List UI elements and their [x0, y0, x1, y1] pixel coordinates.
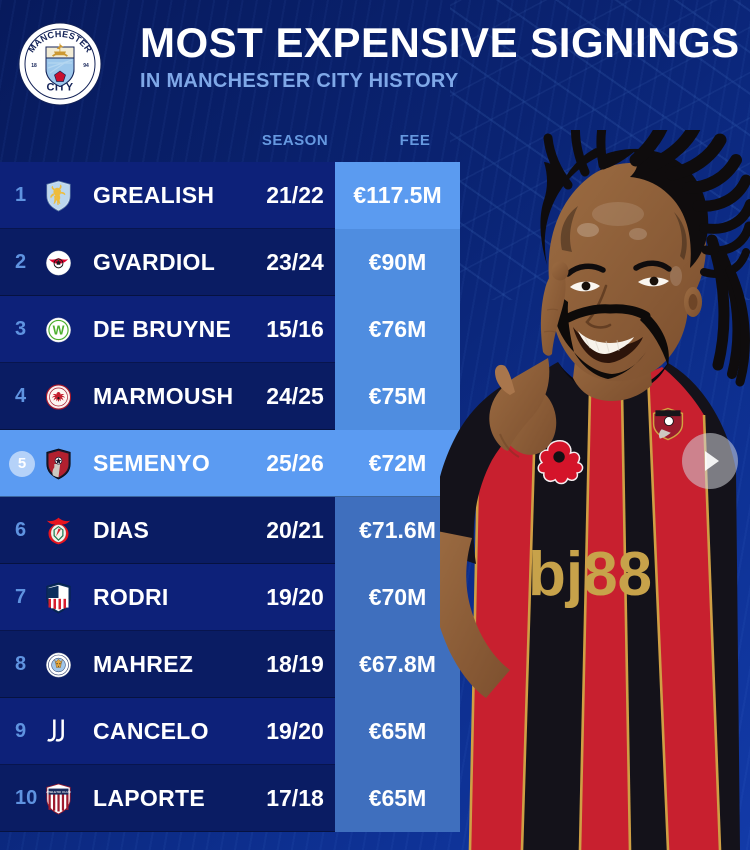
svg-text:ATHLETIC CLUB: ATHLETIC CLUB — [46, 790, 71, 794]
svg-text:bj88: bj88 — [528, 540, 652, 609]
svg-text:94: 94 — [83, 63, 89, 69]
svg-text:W: W — [53, 323, 65, 337]
svg-text:18: 18 — [31, 63, 37, 69]
